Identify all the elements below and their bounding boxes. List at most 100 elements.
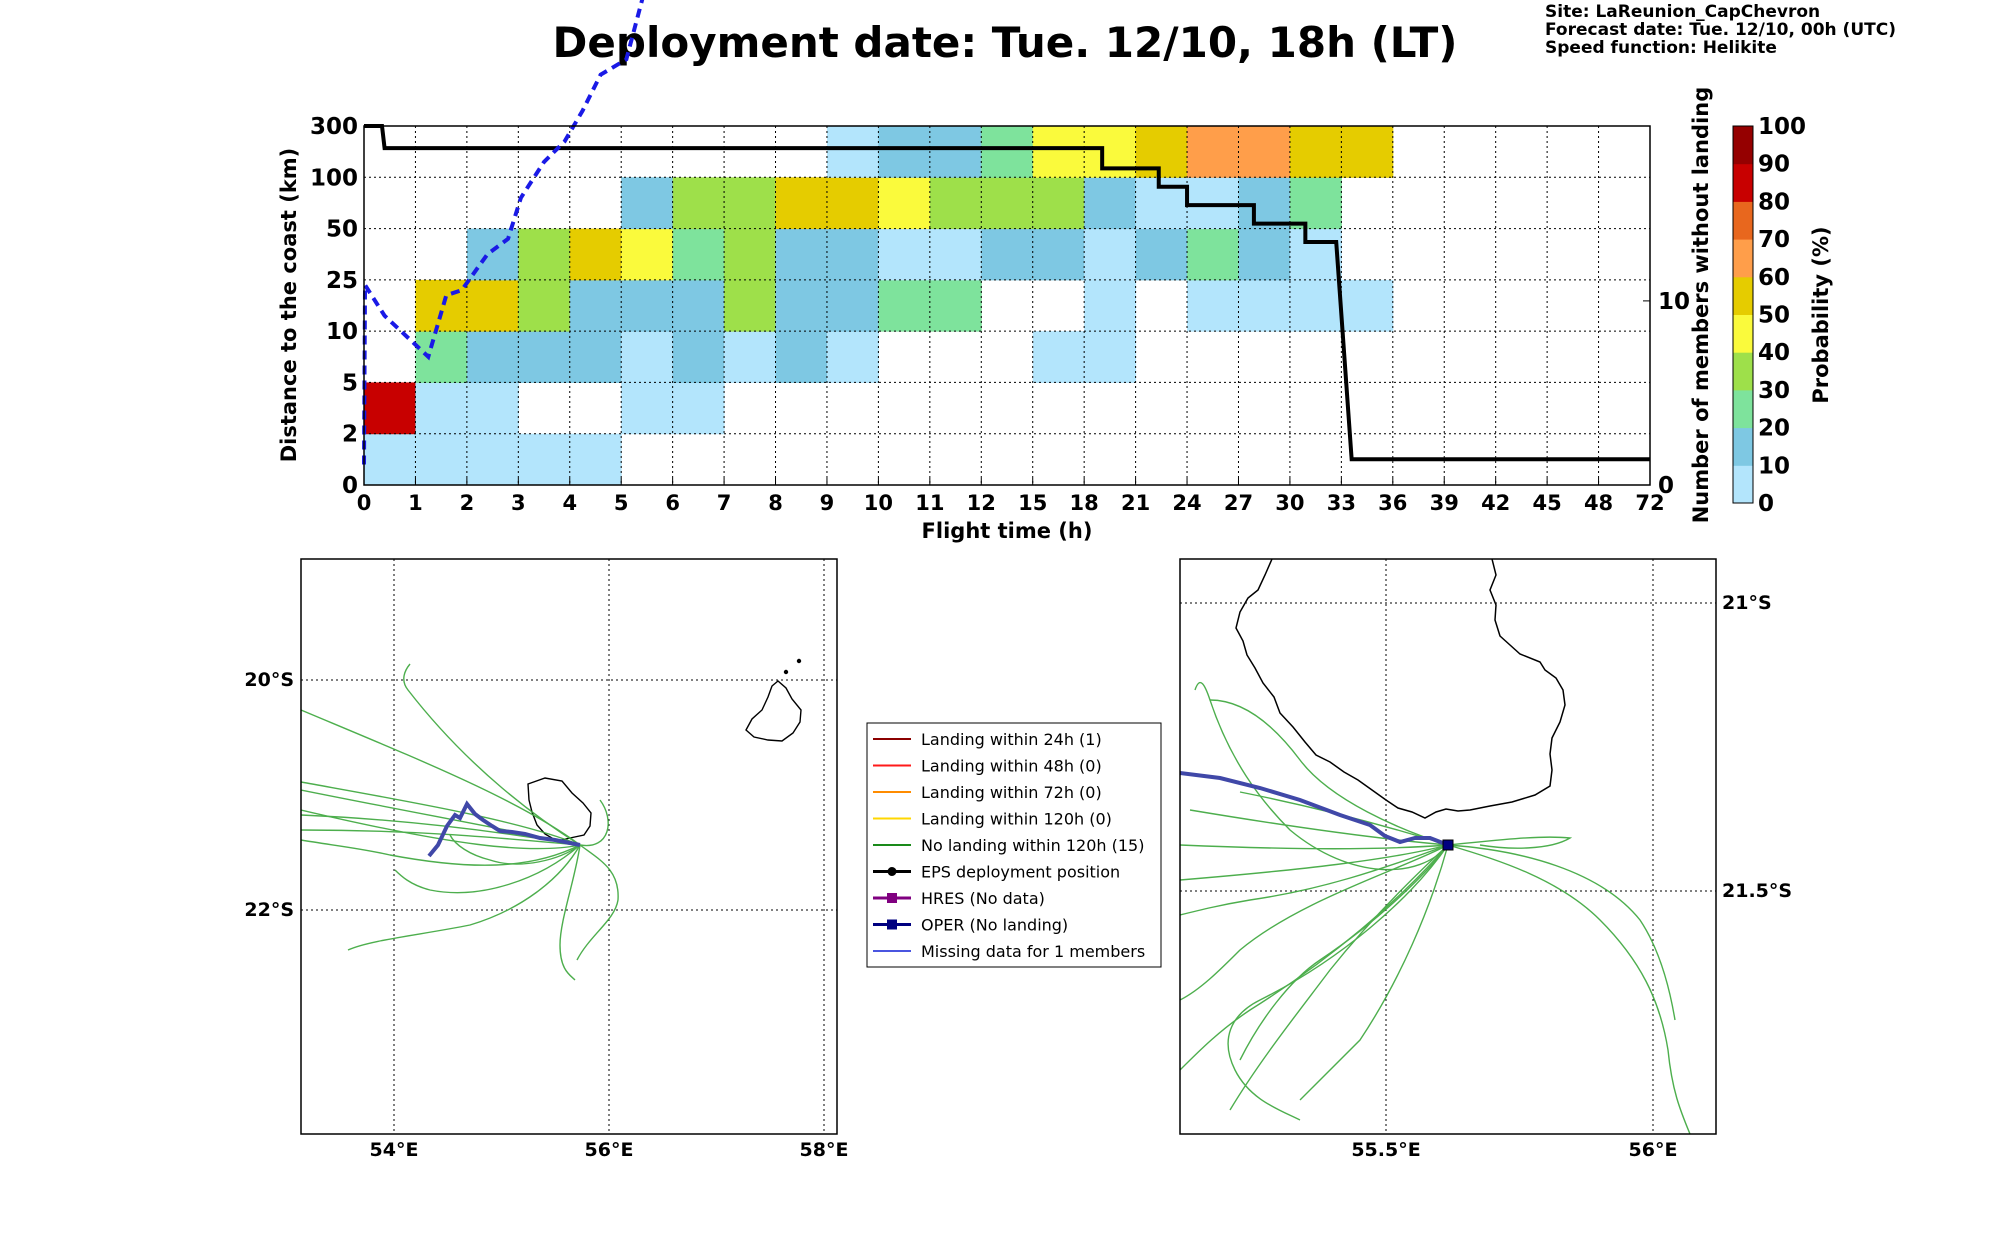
colorbar-swatch xyxy=(1733,389,1753,429)
x-tick-label: 15 xyxy=(1018,491,1047,515)
speed-function-label: Speed function: Helikite xyxy=(1545,38,1777,58)
colorbar-swatch xyxy=(1733,427,1753,466)
heatmap-cell xyxy=(1032,177,1085,230)
heatmap-cell xyxy=(826,279,879,332)
x-tick-label: 18 xyxy=(1070,491,1099,515)
heatmap-cell xyxy=(1187,228,1239,281)
colorbar-tick-label: 50 xyxy=(1758,303,1790,329)
x-tick-label: 1 xyxy=(408,491,423,515)
legend-label: Landing within 72h (0) xyxy=(921,783,1102,802)
heatmap-cell xyxy=(672,382,725,435)
colorbar-swatch xyxy=(1733,239,1753,278)
legend: Landing within 24h (1) Landing within 48h… xyxy=(866,722,1162,968)
left-map: 54°E 56°E 58°E 20°S 22°S xyxy=(244,558,848,1161)
heatmap-cell xyxy=(518,331,571,383)
heatmap-cell xyxy=(415,433,468,486)
heatmap-cell xyxy=(466,331,519,383)
left-map-frame xyxy=(300,558,838,1135)
heatmap-cell xyxy=(878,177,931,230)
heatmap-cell xyxy=(672,177,725,230)
heatmap-cell xyxy=(981,177,1034,230)
heatmap-cell xyxy=(621,331,674,383)
heatmap-cell xyxy=(466,279,519,332)
heatmap-cell xyxy=(569,228,622,281)
x-tick-label: 45 xyxy=(1533,491,1562,515)
legend-label: OPER (No landing) xyxy=(921,916,1068,935)
right-map-lon-label: 55.5°E xyxy=(1351,1139,1420,1161)
heatmap-cell xyxy=(1289,228,1342,281)
heatmap-cell xyxy=(518,228,571,281)
heatmap-cell xyxy=(621,228,674,281)
legend-frame xyxy=(866,722,1162,968)
y-tick-label: 50 xyxy=(326,217,358,243)
heatmap-cell xyxy=(826,126,879,178)
heatmap-cell xyxy=(569,433,622,486)
heatmap-frame xyxy=(363,125,1651,486)
x-tick-label: 9 xyxy=(820,491,835,515)
heatmap-cell xyxy=(466,382,519,435)
figure-title: Deployment date: Tue. 12/10, 18h (LT) xyxy=(553,18,1458,67)
left-map-lon-label: 54°E xyxy=(370,1139,419,1161)
x-tick-label: 30 xyxy=(1275,491,1304,515)
legend-marker xyxy=(887,867,897,876)
heatmap-cell xyxy=(1341,126,1394,178)
right-map-coastline xyxy=(1235,559,1566,819)
x-tick-label: 36 xyxy=(1378,491,1407,515)
heatmap-cell xyxy=(1289,279,1342,332)
x-tick-label: 27 xyxy=(1224,491,1253,515)
heatmap-cell xyxy=(878,228,931,281)
heatmap-cell xyxy=(518,279,571,332)
heatmap-cell xyxy=(929,177,982,230)
heatmap-cell xyxy=(569,331,622,383)
y-tick-label: 25 xyxy=(326,268,358,294)
heatmap-cell xyxy=(724,228,777,281)
legend-label: HRES (No data) xyxy=(921,889,1045,908)
x-axis-label: Flight time (h) xyxy=(922,519,1093,543)
deployment-position-marker xyxy=(1442,839,1454,851)
colorbar-swatch xyxy=(1733,352,1753,391)
colorbar-tick-label: 90 xyxy=(1758,152,1790,178)
forecast-date-label: Forecast date: Tue. 12/10, 00h (UTC) xyxy=(1545,20,1896,40)
heatmap-cell xyxy=(672,228,725,281)
y-tick-label: 2 xyxy=(342,422,358,448)
colorbar-tick-label: 0 xyxy=(1758,491,1774,517)
right-map-lat-label: 21.5°S xyxy=(1722,880,1792,902)
heatmap-cell xyxy=(364,433,416,486)
x-tick-label: 7 xyxy=(717,491,732,515)
x-tick-label: 39 xyxy=(1430,491,1459,515)
heatmap-cell xyxy=(981,126,1034,178)
y-tick-label: 0 xyxy=(342,473,358,499)
colorbar-swatch xyxy=(1733,314,1753,353)
left-map-oper-trajectory xyxy=(427,800,581,858)
heatmap-cell xyxy=(364,382,416,435)
x-tick-label: 21 xyxy=(1121,491,1150,515)
legend-label: Landing within 24h (1) xyxy=(921,730,1102,749)
x-tick-label: 72 xyxy=(1635,491,1664,515)
colorbar-label: Probability (%) xyxy=(1809,226,1833,403)
legend-items: Landing within 24h (1) Landing within 48h… xyxy=(873,730,1145,961)
y-tick-label: 300 xyxy=(310,114,358,140)
y-tick-label: 5 xyxy=(342,370,358,396)
x-tick-label: 42 xyxy=(1481,491,1510,515)
colorbar-swatch xyxy=(1733,465,1753,504)
heatmap-cell xyxy=(1032,331,1085,383)
heatmap-cell xyxy=(775,177,828,230)
heatmap-cell xyxy=(775,331,828,383)
heatmap-cell xyxy=(826,228,879,281)
x-tick-label: 24 xyxy=(1172,491,1201,515)
colorbar-tick-label: 20 xyxy=(1758,416,1790,442)
heatmap-cell xyxy=(775,279,828,332)
heatmap-cell xyxy=(724,279,777,332)
heatmap-cell xyxy=(621,279,674,332)
x-tick-label: 48 xyxy=(1584,491,1613,515)
legend-label: Landing within 48h (0) xyxy=(921,757,1102,776)
y2-tick-label: 10 xyxy=(1658,289,1690,315)
heatmap-cell xyxy=(1032,228,1085,281)
heatmap-cell xyxy=(672,331,725,383)
heatmap-cell xyxy=(929,126,982,178)
x-tick-label: 3 xyxy=(511,491,526,515)
heatmap-cell xyxy=(1084,331,1137,383)
heatmap-cell xyxy=(1289,126,1342,178)
heatmap-cell xyxy=(1238,228,1291,281)
